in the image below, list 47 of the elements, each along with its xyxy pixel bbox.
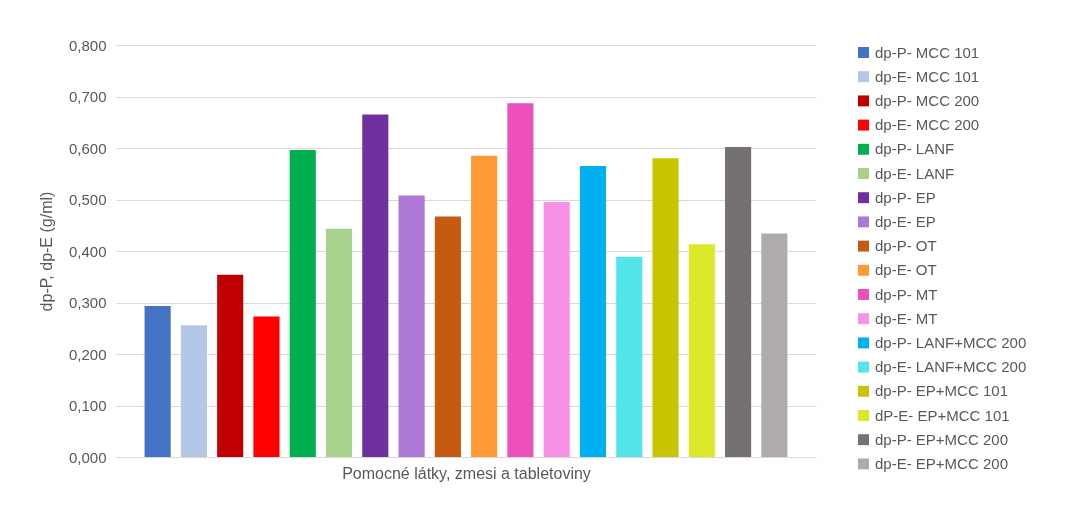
bar <box>543 202 570 457</box>
legend-label: dp-P- MT <box>875 285 938 303</box>
legend-label: dP-E- EP+MCC 101 <box>875 406 1010 424</box>
y-tick-label: 0,600 <box>68 139 107 157</box>
legend-label: dp-E- LANF+MCC 200 <box>875 358 1027 376</box>
y-tick-label: 0,800 <box>68 36 107 54</box>
y-axis-title: dp-P, dp-E (g/ml) <box>37 191 55 312</box>
bar <box>180 325 207 457</box>
bar <box>507 103 534 457</box>
y-tick-label: 0,100 <box>68 397 107 414</box>
legend-label: dp-P- MCC 200 <box>875 91 980 109</box>
legend-label: dp-P- EP <box>875 188 936 206</box>
bar <box>217 274 244 457</box>
legend-label: dp-P- EP+MCC 200 <box>875 430 1008 448</box>
bar <box>144 306 171 457</box>
x-axis-title: Pomocné látky, zmesi a tabletoviny <box>342 464 591 482</box>
bar <box>289 150 316 457</box>
legend-label: dp-P- LANF <box>875 140 955 158</box>
legend-label: dp-E- OT <box>875 261 937 279</box>
bar <box>688 244 715 457</box>
y-tick-label: 0,200 <box>68 345 107 363</box>
legend-label: dp-E- LANF <box>875 164 955 182</box>
y-tick-label: 0,000 <box>68 448 107 466</box>
legend-label: dp-P- EP+MCC 101 <box>875 382 1008 400</box>
legend-label: dp-P- MCC 101 <box>875 43 980 61</box>
bar <box>652 158 679 457</box>
y-tick-label: 0,300 <box>68 294 107 311</box>
legend-label: dp-E- EP <box>875 212 936 230</box>
bar <box>579 166 607 457</box>
bar <box>253 316 280 457</box>
legend-label: dp-E- MCC 101 <box>875 67 980 85</box>
bar <box>761 233 788 457</box>
bar <box>471 155 498 457</box>
legend-label: dp-E- MT <box>875 309 938 327</box>
bar <box>362 114 389 457</box>
bar <box>398 195 425 457</box>
bar <box>616 256 643 457</box>
legend-label: dp-E- MCC 200 <box>875 116 980 134</box>
y-tick-label: 0,500 <box>68 191 107 208</box>
y-tick-label: 0,400 <box>68 242 107 260</box>
bar <box>725 146 752 457</box>
y-tick-label: 0,700 <box>68 88 107 105</box>
legend-label: dp-P- LANF+MCC 200 <box>875 333 1027 351</box>
bar <box>434 216 461 457</box>
legend-label: dp-P- OT <box>875 237 937 255</box>
legend-label: dp-E- EP+MCC 200 <box>875 454 1008 472</box>
bar <box>325 228 353 457</box>
